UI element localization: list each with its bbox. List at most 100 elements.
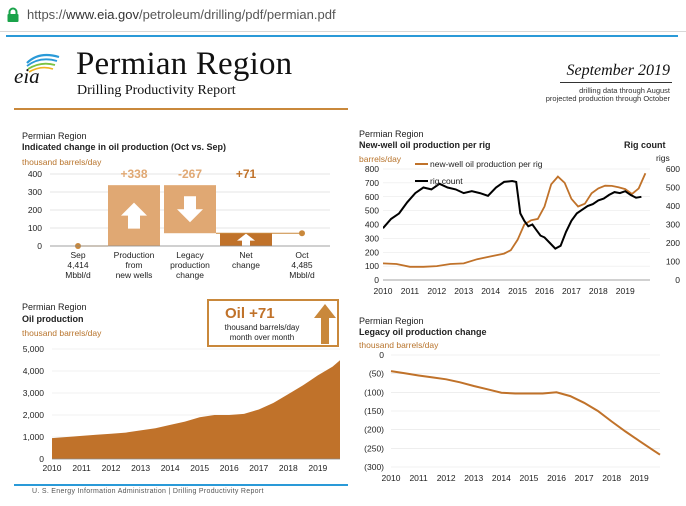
x-tick-label: 2017 — [562, 286, 581, 296]
y-tick-label: 100 — [28, 223, 42, 233]
y-tick-label: 0 — [39, 454, 44, 464]
x-tick-label: 2013 — [464, 473, 483, 483]
x-tick-label: 2012 — [102, 463, 121, 473]
legacy-title: Legacy oil production change — [359, 327, 487, 337]
oil-title: Oil production — [22, 314, 84, 324]
y2-tick-label: 100 — [666, 257, 680, 267]
footer-rule — [14, 484, 348, 486]
category-label: Mbbl/d — [65, 270, 91, 280]
x-tick-label: 2011 — [72, 463, 91, 473]
change-region: Permian Region — [22, 131, 87, 141]
category-label: Oct — [295, 250, 309, 260]
logo-text: eia — [14, 64, 40, 88]
url-text[interactable]: https://www.eia.gov/petroleum/drilling/p… — [27, 7, 336, 22]
y-tick-label: 3,000 — [23, 388, 45, 398]
lock-icon — [7, 7, 19, 22]
oil-unit: thousand barrels/day — [22, 328, 102, 338]
rig-title: New-well oil production per rig — [359, 140, 491, 150]
x-tick-label: 2011 — [409, 473, 428, 483]
y-tick-label: 4,000 — [23, 366, 45, 376]
category-label: change — [232, 260, 260, 270]
category-label: production — [170, 260, 210, 270]
bar-value-label: +338 — [120, 167, 147, 181]
y-tick-label: 5,000 — [23, 344, 45, 354]
x-tick-label: 2012 — [437, 473, 456, 483]
arrow-up-icon — [121, 202, 147, 229]
y-tick-label: 400 — [28, 169, 42, 179]
x-tick-label: 2017 — [249, 463, 268, 473]
y-tick-label: 0 — [379, 350, 384, 360]
x-tick-label: 2014 — [161, 463, 180, 473]
footer-text: U. S. Energy Information Administration … — [32, 488, 264, 495]
oil-change-value: Oil +71 — [225, 305, 275, 322]
x-tick-label: 2019 — [630, 473, 649, 483]
y-tick-label: (250) — [364, 443, 384, 453]
legacy-unit: thousand barrels/day — [359, 340, 439, 350]
rig-right-title: Rig count — [624, 140, 666, 150]
oil-change-text: thousand barrels/day month over month — [224, 323, 300, 342]
y2-tick-label: 0 — [675, 275, 680, 285]
arrow-down-icon — [177, 196, 203, 223]
y2-tick-label: 200 — [666, 238, 680, 248]
url-path: /petroleum/drilling/pdf/permian.pdf — [139, 7, 336, 22]
x-tick-label: 2016 — [535, 286, 554, 296]
x-tick-label: 2018 — [602, 473, 621, 483]
top-rule — [6, 35, 678, 37]
oil-production-area — [52, 360, 340, 459]
x-tick-label: 2019 — [308, 463, 327, 473]
y-tick-label: 400 — [365, 220, 379, 230]
url-scheme: https:// — [27, 7, 67, 22]
bar-value-label: -267 — [178, 167, 202, 181]
rig-unit: barrels/day — [359, 154, 402, 164]
x-tick-label: 2016 — [547, 473, 566, 483]
x-tick-label: 2017 — [575, 473, 594, 483]
y-tick-label: 2,000 — [23, 410, 45, 420]
y-tick-label: (200) — [364, 425, 384, 435]
x-tick-label: 2014 — [492, 473, 511, 483]
category-label: Legacy — [176, 250, 204, 260]
report-date: September 2019 — [566, 62, 670, 79]
x-tick-label: 2015 — [508, 286, 527, 296]
y-tick-label: 0 — [374, 275, 379, 285]
category-label: 4,414 — [67, 260, 89, 270]
category-label: from — [126, 260, 143, 270]
date-rule — [560, 82, 672, 83]
y2-tick-label: 600 — [666, 164, 680, 174]
y-tick-label: 700 — [365, 178, 379, 188]
rig-right-unit: rigs — [656, 153, 670, 163]
x-tick-label: 2010 — [43, 463, 62, 473]
x-tick-label: 2012 — [427, 286, 446, 296]
x-tick-label: 2013 — [454, 286, 473, 296]
x-tick-label: 2014 — [481, 286, 500, 296]
y-tick-label: 1,000 — [23, 432, 45, 442]
y-tick-label: 100 — [365, 261, 379, 271]
page-title: Permian Region — [76, 46, 293, 82]
x-tick-label: 2011 — [401, 286, 420, 296]
y-tick-label: 200 — [365, 247, 379, 257]
category-label: new wells — [116, 270, 153, 280]
up-arrow-icon — [314, 304, 336, 344]
legend-label: rig count — [430, 176, 463, 186]
x-tick-label: 2015 — [190, 463, 209, 473]
oil-change-callout: Oil +71 thousand barrels/day month over … — [207, 299, 339, 347]
y-tick-label: (50) — [369, 369, 384, 379]
y-tick-label: (100) — [364, 387, 384, 397]
category-label: Sep — [70, 250, 85, 260]
bar-value-label: +71 — [236, 167, 257, 181]
x-tick-label: 2010 — [374, 286, 393, 296]
projection-note: projected production through October — [545, 94, 670, 103]
x-tick-label: 2018 — [589, 286, 608, 296]
rig-count-line — [383, 179, 642, 250]
legend-label: new-well oil production per rig — [430, 159, 543, 169]
category-label: 4,485 — [291, 260, 313, 270]
y-tick-label: (300) — [364, 462, 384, 472]
y-tick-label: (150) — [364, 406, 384, 416]
header-rule — [14, 108, 348, 110]
address-bar[interactable]: https://www.eia.gov/petroleum/drilling/p… — [0, 0, 686, 32]
data-note: drilling data through August — [579, 86, 670, 95]
rig-region: Permian Region — [359, 129, 424, 139]
y-tick-label: 200 — [28, 205, 42, 215]
